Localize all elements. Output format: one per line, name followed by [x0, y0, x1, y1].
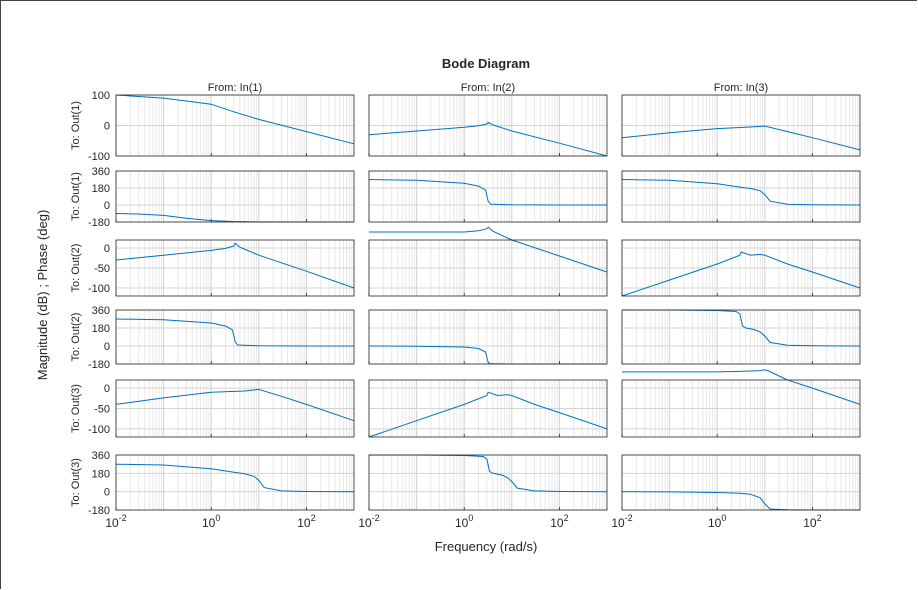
- y-axis-label: Magnitude (dB) ; Phase (deg): [35, 210, 50, 381]
- y-tick-label: -180: [88, 217, 110, 229]
- subplot-background: [369, 171, 607, 222]
- subplot-r2-c1: [116, 171, 354, 222]
- row-label-4: To: Out(2): [70, 313, 82, 362]
- row-label-1: To: Out(1): [70, 101, 82, 150]
- y-tick-label: -50: [94, 263, 110, 275]
- row-label-6: To: Out(3): [70, 458, 82, 507]
- row-label-3: To: Out(2): [70, 244, 82, 293]
- subplot-r1-c2: [369, 95, 607, 156]
- subplot-r6-c3: [622, 455, 860, 510]
- y-tick-label: 0: [104, 487, 110, 499]
- subplot-r3-c1: [116, 240, 354, 296]
- chart-title: Bode Diagram: [442, 56, 530, 71]
- subplot-r5-c1: [116, 380, 354, 437]
- row-label-2: To: Out(1): [70, 172, 82, 221]
- y-tick-label: 180: [92, 183, 110, 195]
- column-label-1: From: In(1): [208, 82, 262, 94]
- y-tick-label: -180: [88, 359, 110, 371]
- subplot-r5-c3: [622, 370, 860, 437]
- subplot-r3-c2: [369, 227, 607, 296]
- y-tick-label: -100: [88, 151, 110, 163]
- subplot-r4-c2: [369, 310, 607, 364]
- column-label-2: From: In(2): [461, 82, 515, 94]
- x-tick-label: 100: [202, 513, 220, 530]
- y-tick-label: 0: [104, 121, 110, 133]
- subplot-r1-c3: [622, 95, 860, 156]
- subplot-background: [116, 310, 354, 364]
- y-tick-label: 360: [92, 166, 110, 178]
- y-tick-label: 0: [104, 383, 110, 395]
- subplot-background: [622, 455, 860, 510]
- x-axis-label: Frequency (rad/s): [435, 539, 538, 554]
- y-tick-label: 100: [92, 90, 110, 102]
- x-tick-label: 10-2: [105, 513, 126, 530]
- x-tick-label: 10-2: [358, 513, 379, 530]
- subplot-r2-c3: [622, 171, 860, 222]
- subplot-r4-c3: [622, 310, 860, 364]
- subplot-r5-c2: [369, 380, 607, 437]
- y-tick-label: 360: [92, 450, 110, 462]
- y-tick-label: 360: [92, 305, 110, 317]
- x-tick-label: 100: [455, 513, 473, 530]
- y-tick-label: -50: [94, 404, 110, 416]
- y-tick-label: 180: [92, 468, 110, 480]
- subplot-background: [369, 310, 607, 364]
- subplot-r1-c1: [116, 95, 354, 156]
- x-tick-label: 100: [708, 513, 726, 530]
- x-tick-label: 102: [803, 513, 821, 530]
- subplot-r2-c2: [369, 171, 607, 222]
- y-tick-label: 180: [92, 323, 110, 335]
- y-tick-label: 0: [104, 200, 110, 212]
- row-label-5: To: Out(3): [70, 384, 82, 433]
- subplot-r4-c1: [116, 310, 354, 364]
- subplot-r3-c3: [622, 240, 860, 296]
- x-tick-label: 10-2: [611, 513, 632, 530]
- y-tick-label: 0: [104, 341, 110, 353]
- subplot-background: [622, 171, 860, 222]
- y-tick-label: 0: [104, 243, 110, 255]
- column-label-3: From: In(3): [714, 82, 768, 94]
- y-tick-label: -100: [88, 283, 110, 295]
- subplot-r6-c1: [116, 455, 354, 510]
- x-tick-label: 102: [297, 513, 315, 530]
- x-tick-label: 102: [550, 513, 568, 530]
- y-tick-label: -100: [88, 424, 110, 436]
- subplot-r6-c2: [369, 455, 607, 510]
- subplot-background: [116, 455, 354, 510]
